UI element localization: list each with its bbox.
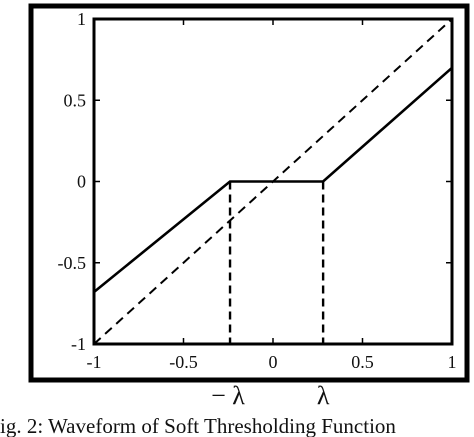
x-tick-label: 1 (448, 352, 457, 372)
x-tick-label: 0.5 (351, 352, 374, 372)
threshold-marker-layer (228, 181, 325, 344)
y-tick-label: -1 (71, 334, 86, 354)
series-layer (93, 18, 453, 345)
outer-frame (28, 3, 470, 383)
x-tick-label: -1 (87, 352, 102, 372)
series-line-dashed (93, 18, 453, 345)
pos-lambda-label: λ (317, 381, 330, 410)
figure-caption: ig. 2: Waveform of Soft Thresholding Fun… (0, 414, 396, 437)
y-tick-label: 0.5 (64, 90, 87, 110)
y-tick-label: -0.5 (58, 253, 87, 273)
y-tick-label: 0 (77, 172, 86, 192)
neg-lambda-label: − λ (211, 381, 245, 410)
series-line-solid (93, 66, 453, 294)
x-tick-label: 0 (269, 352, 278, 372)
x-tick-label: -0.5 (169, 352, 198, 372)
y-tick-label: 1 (77, 9, 86, 29)
tick-layer: -1 -0.5 0 0.5 1 -1 -0.5 0 0.5 1 (58, 9, 457, 372)
